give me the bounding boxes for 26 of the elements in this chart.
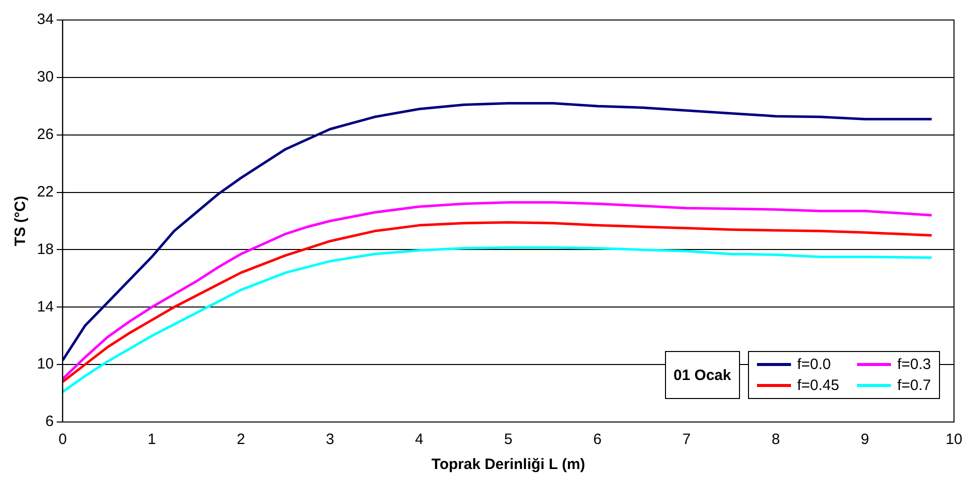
legend-label: f=0.45 <box>797 377 840 394</box>
legend-label: f=0.0 <box>797 356 831 373</box>
y-tick-label: 6 <box>45 413 54 430</box>
annotation: 01 Ocak <box>664 351 740 399</box>
y-tick-label: 34 <box>36 11 54 28</box>
x-axis-title: Toprak Derinliği L (m) <box>432 456 586 474</box>
x-tick-label: 3 <box>326 431 334 448</box>
x-tick-label: 4 <box>415 431 424 448</box>
x-tick-label: 9 <box>860 431 870 448</box>
y-tick-label: 22 <box>36 183 54 200</box>
y-tick-label: 30 <box>36 68 54 86</box>
y-tick-label: 26 <box>36 126 54 143</box>
x-tick-label: 2 <box>236 431 246 448</box>
y-tick-label: 18 <box>36 240 54 258</box>
x-tick-label: 6 <box>593 431 602 448</box>
legend-label: f=0.7 <box>897 377 931 394</box>
legend-label: f=0.3 <box>897 356 931 373</box>
x-tick-label: 1 <box>148 431 156 448</box>
x-tick-label: 0 <box>58 431 67 448</box>
x-tick-label: 7 <box>682 431 691 448</box>
x-tick-label: 10 <box>946 431 962 448</box>
x-tick-label: 8 <box>772 431 780 448</box>
y-axis-title: TS (°C) <box>12 196 30 246</box>
y-tick-label: 10 <box>36 356 54 373</box>
y-tick-label: 14 <box>36 298 54 316</box>
x-tick-label: 5 <box>504 431 513 448</box>
